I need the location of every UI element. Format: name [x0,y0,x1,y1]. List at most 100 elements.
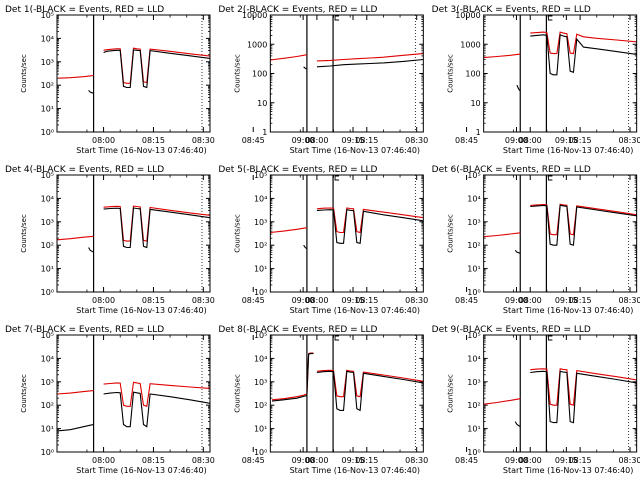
series-group [58,47,343,94]
y-axis-label: Counts/sec [233,374,241,413]
y-axis-label: Counts/sec [447,374,455,413]
x-tick-label: 09:15 [341,456,364,465]
x-tick-label: 08:30 [192,456,215,465]
x-tick-label: 08:45 [455,456,478,465]
series-line-events [316,58,424,68]
y-tick-label: 1000 [460,40,480,49]
interval-marker [334,175,340,181]
chart-title: Det 7(-BLACK = Events, RED = LLD [5,325,164,335]
series-line-lld [483,53,521,59]
y-tick-label: 10⁴ [41,34,54,43]
y-tick-label: 10⁴ [41,194,54,203]
x-tick-label: 09:00 [505,296,528,305]
x-tick-label: 08:15 [142,296,165,305]
y-tick-label: 10⁰ [467,288,480,297]
x-tick-label: 08:00 [305,136,328,145]
x-axis-label: Start Time (16-Nov-13 07:46:40) [76,146,206,155]
series-line-events [316,209,424,244]
y-tick-label: 10⁵ [41,331,54,340]
series-line-events [333,84,343,90]
x-tick-label: 08:15 [142,136,165,145]
x-tick-label: 08:00 [92,296,115,305]
series-group [57,381,210,432]
series-group [270,53,424,70]
x-tick-label: 08:00 [92,136,115,145]
x-tick-label: 08:15 [569,296,592,305]
x-tick-label: 08:30 [618,456,640,465]
y-axis-label: Counts/sec [447,214,455,253]
chart-title: Det 8(-BLACK = Events, RED = LLD [218,325,377,335]
y-tick-label: 10² [467,401,480,410]
plot-frame [483,174,638,293]
plot-frame [483,14,638,133]
x-tick-label: 09:00 [292,136,315,145]
series-line-lld [483,398,521,405]
series-line-events [333,252,343,257]
series-line-events [57,423,94,432]
series-line-events [103,49,210,89]
series-group [483,31,637,92]
interval-marker [547,335,553,341]
x-tick-label: 09:15 [555,456,578,465]
y-tick-label: 1000 [247,40,267,49]
x-tick-label: 08:15 [355,296,378,305]
series-line-events [103,207,210,249]
y-axis-label: Counts/sec [20,54,28,93]
x-tick-label: 08:15 [355,456,378,465]
series-line-events [546,255,553,269]
chart-panel: Det 8(-BLACK = Events, RED = LLD 10⁰ 10¹ 10… [218,325,578,475]
chart-panel: Det 7(-BLACK = Events, RED = LLD 10⁰ 10¹ 10… [5,325,365,475]
y-tick-label: 10⁰ [41,288,54,297]
series-line-lld [271,352,314,401]
x-tick-label: 09:15 [341,296,364,305]
y-tick-label: 10³ [41,378,54,387]
y-axis-label: Counts/sec [233,54,241,93]
series-group [271,352,424,412]
y-tick-label: 10⁴ [467,354,480,363]
interval-marker [334,15,340,21]
series-line-lld [530,203,637,236]
x-tick-label: 08:00 [519,456,542,465]
x-tick-label: 09:15 [341,136,364,145]
y-tick-label: 10⁵ [467,331,480,340]
x-tick-label: 08:00 [519,136,542,145]
x-tick-label: 08:00 [305,296,328,305]
series-line-events [514,421,521,428]
series-line-events [103,391,210,428]
y-tick-label: 10³ [41,58,54,67]
chart-title: Det 6(-BLACK = Events, RED = LLD [432,165,591,175]
y-tick-label: 10³ [254,218,267,227]
x-axis-label: Start Time (16-Nov-13 07:46:40) [290,306,420,315]
chart-panel: Det 3(-BLACK = Events, RED = LLD 1 10 100 10… [432,5,640,155]
series-group [483,203,637,254]
x-tick-label: 08:30 [405,456,428,465]
chart-title: Det 2(-BLACK = Events, RED = LLD [218,5,377,15]
y-tick-label: 10¹ [254,425,267,434]
x-tick-label: 08:30 [405,136,428,145]
series-line-events [516,84,521,92]
series-line-lld [530,31,637,55]
chart-panel: Det 6(-BLACK = Events, RED = LLD 10⁰ 10¹ 10… [432,165,640,315]
x-tick-label: 08:15 [355,136,378,145]
x-tick-label: 08:15 [569,136,592,145]
y-tick-label: 10000 [242,11,267,20]
series-line-lld [103,205,210,242]
y-tick-label: 10⁵ [254,331,267,340]
x-axis-label: Start Time (16-Nov-13 07:46:40) [76,466,206,475]
y-tick-label: 10² [467,241,480,250]
x-tick-label: 08:30 [618,136,640,145]
x-tick-label: 08:45 [242,456,265,465]
y-tick-label: 10¹ [41,425,54,434]
series-line-events [316,370,424,412]
series-group [483,368,637,428]
series-line-lld [103,47,210,84]
series-line-lld [316,369,424,398]
y-tick-label: 10⁰ [467,448,480,457]
x-tick-label: 08:45 [242,296,265,305]
series-line-events [303,66,308,70]
series-line-lld [270,227,308,234]
x-tick-label: 08:15 [569,456,592,465]
plot-frame [269,174,424,293]
series-line-lld [57,390,94,395]
chart-panel: Det 4(-BLACK = Events, RED = LLD 10⁰ 10¹ 10… [5,165,365,315]
